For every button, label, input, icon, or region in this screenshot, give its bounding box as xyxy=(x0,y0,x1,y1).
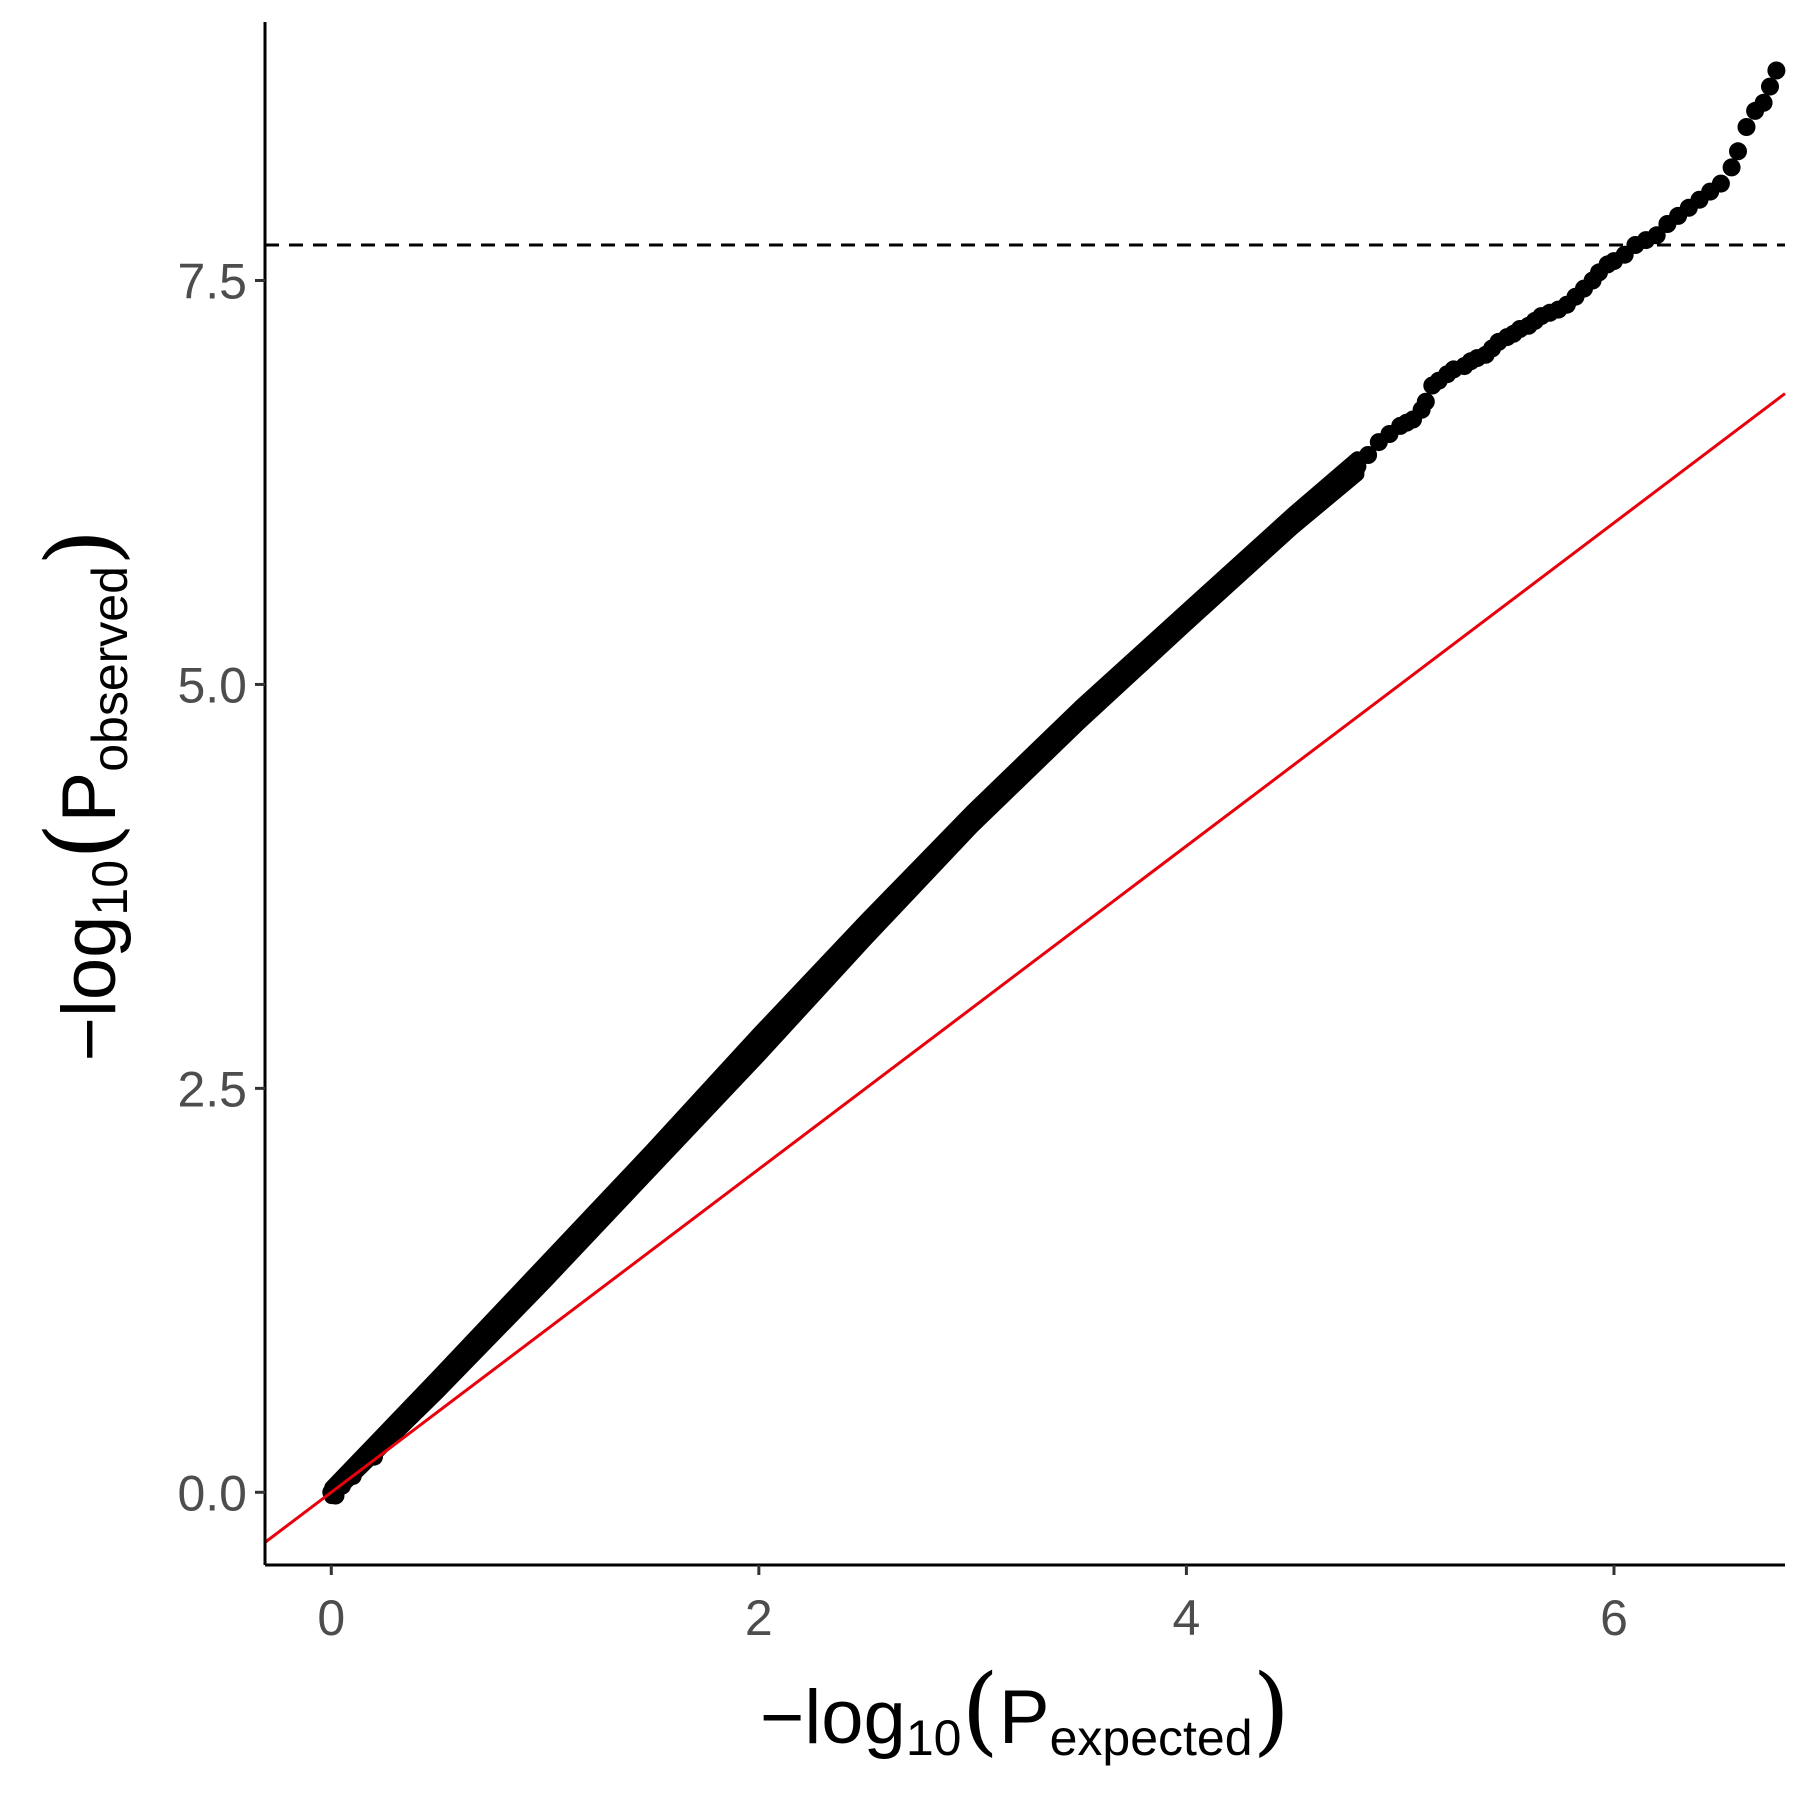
x-axis-title: −log10(Pexpected) xyxy=(760,1654,1290,1766)
data-point xyxy=(1647,226,1666,245)
x-title-open: ( xyxy=(961,1654,998,1766)
chart-marks xyxy=(264,61,1786,1544)
reference-line xyxy=(264,392,1786,1544)
x-title-prefix: −log xyxy=(760,1675,906,1760)
x-title-var: P xyxy=(999,1675,1050,1760)
x-tick-label: 2 xyxy=(745,1590,773,1646)
data-point xyxy=(1737,118,1756,136)
y-title-prefix: −log xyxy=(47,916,132,1062)
y-title-sub: 10 xyxy=(82,860,138,916)
data-point xyxy=(1722,158,1741,177)
y-tick-label: 5.0 xyxy=(177,657,247,713)
x-title-sub: 10 xyxy=(906,1710,962,1766)
data-point xyxy=(1729,142,1747,161)
data-point xyxy=(1761,77,1779,96)
y-title-open: ( xyxy=(26,822,138,859)
y-tick-label: 0.0 xyxy=(177,1465,247,1521)
data-point xyxy=(1348,457,1367,476)
y-tick-label: 2.5 xyxy=(177,1061,247,1117)
x-tick-label: 4 xyxy=(1173,1590,1201,1646)
y-tick-label: 7.5 xyxy=(177,254,247,310)
x-tick-label: 0 xyxy=(317,1590,345,1646)
data-point xyxy=(1754,93,1773,112)
data-point xyxy=(1359,446,1378,464)
data-point xyxy=(365,1447,383,1466)
chart-axes: 0 2 4 6 0.0 2.5 5.0 7.5 xyxy=(177,22,1785,1646)
data-point xyxy=(1767,61,1786,80)
y-title-close: ) xyxy=(26,529,138,566)
x-title-close: ) xyxy=(1253,1654,1290,1766)
x-tick-label: 6 xyxy=(1600,1590,1628,1646)
y-axis-title: −log10(Pobserved) xyxy=(26,529,138,1062)
x-title-var-sub: expected xyxy=(1050,1710,1253,1766)
data-point xyxy=(1416,392,1435,411)
y-title-var: P xyxy=(47,772,132,823)
data-point xyxy=(1711,174,1730,193)
y-title-var-sub: observed xyxy=(82,566,138,772)
dense-point-band xyxy=(324,451,1365,1505)
